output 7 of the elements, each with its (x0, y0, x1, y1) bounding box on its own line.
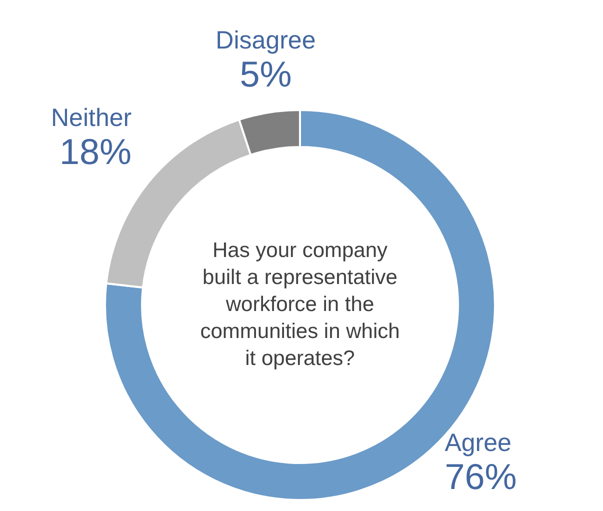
slice-label: Neither (50, 104, 132, 132)
text: Has your company built a representative workforce in the communities in which it operates? (200, 239, 400, 370)
data-label: 18% (60, 131, 132, 172)
slice-label: Agree (444, 429, 512, 457)
slice-label: Disagree (216, 26, 316, 55)
data-label: 76% (444, 456, 517, 497)
data-label: 5% (240, 54, 292, 95)
